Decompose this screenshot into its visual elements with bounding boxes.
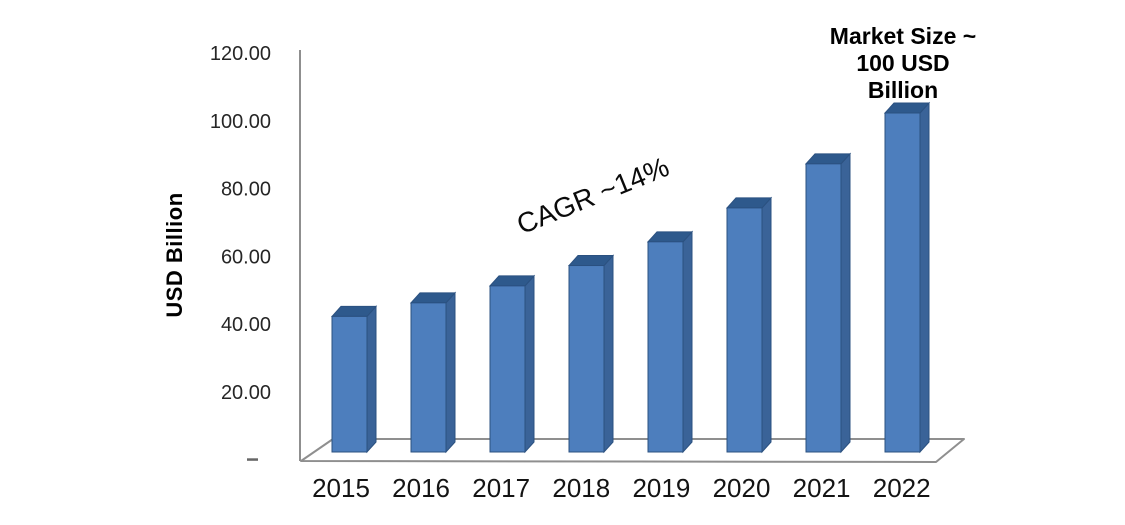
bar-side-face (603, 254, 614, 454)
x-tick-label: 2017 (472, 473, 530, 503)
y-tick-label: 120.00 (210, 43, 271, 65)
x-tick-label: 2016 (392, 473, 450, 503)
y-tick-label: 100.00 (210, 111, 271, 133)
bar-side-face (840, 152, 851, 454)
bar-side-face (524, 274, 535, 454)
bar-2017 (488, 274, 536, 454)
market-size-annotation: Market Size ~ 100 USD Billion (830, 23, 976, 104)
bar-front-face (410, 302, 447, 453)
bar-side-face (761, 196, 772, 454)
y-axis-title: USD Billion (162, 192, 187, 318)
x-tick-label: 2021 (793, 473, 851, 503)
bar-front-face (489, 285, 526, 453)
y-tick-label: 60.00 (221, 246, 271, 268)
y-tick-zero-dash (247, 458, 258, 461)
bar-front-face (805, 163, 842, 453)
chart-floor (300, 438, 965, 463)
market-size-line-3: Billion (867, 77, 939, 103)
x-tick-label: 2019 (632, 473, 690, 503)
bar-front-face (331, 315, 368, 453)
market-size-line-2: 100 USD (856, 50, 950, 76)
bar-side-face (682, 230, 693, 454)
bar-2019 (646, 230, 694, 454)
y-tick-label: 20.00 (221, 382, 271, 404)
bar-2022 (883, 101, 931, 454)
bar-2016 (409, 291, 457, 454)
bar-2021 (804, 152, 852, 454)
bar-front-face (568, 265, 605, 453)
x-tick-label: 2018 (552, 473, 610, 503)
bar-side-face (366, 305, 377, 454)
bar-front-face (647, 241, 684, 453)
bar-side-face (919, 101, 930, 454)
bar-front-face (884, 112, 921, 453)
bar-2018 (567, 254, 615, 454)
market-size-line-1: Market Size ~ (829, 23, 977, 49)
x-tick-label: 2020 (713, 473, 771, 503)
bar-front-face (726, 207, 763, 453)
x-tick-label: 2015 (312, 473, 370, 503)
bar-2020 (725, 196, 773, 454)
y-tick-label: 40.00 (221, 314, 271, 336)
bar-side-face (445, 291, 456, 454)
x-tick-label: 2022 (873, 473, 931, 503)
bar-2015 (330, 305, 378, 454)
y-tick-label: 80.00 (221, 179, 271, 201)
